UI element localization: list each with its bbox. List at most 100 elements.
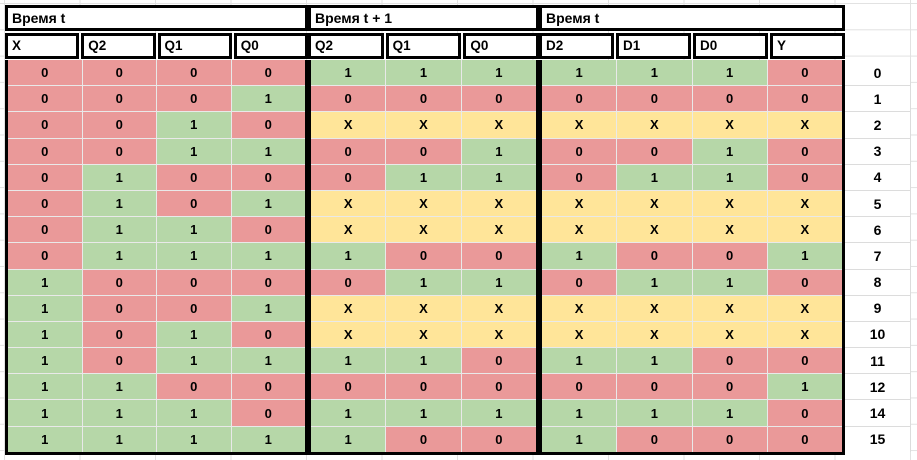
table-cell[interactable]: 0 — [542, 138, 617, 164]
table-cell[interactable]: 1 — [231, 295, 305, 321]
table-cell[interactable]: 0 — [231, 217, 305, 243]
column-header[interactable]: Q2 — [81, 33, 156, 59]
group-title[interactable]: Время t — [5, 5, 308, 31]
table-cell[interactable]: 1 — [311, 348, 386, 374]
column-header[interactable]: Q1 — [157, 33, 232, 59]
table-cell[interactable]: 0 — [157, 269, 231, 295]
row-label[interactable]: 3 — [845, 138, 910, 164]
table-cell[interactable]: X — [311, 321, 386, 348]
table-cell[interactable]: 1 — [157, 112, 231, 138]
row-label[interactable]: 0 — [845, 60, 910, 86]
table-cell[interactable]: 0 — [231, 60, 305, 86]
table-cell[interactable]: 0 — [542, 269, 617, 295]
table-cell[interactable]: 1 — [461, 269, 536, 295]
table-cell[interactable]: X — [767, 190, 842, 217]
table-cell[interactable]: 0 — [767, 348, 842, 374]
table-cell[interactable]: 1 — [82, 190, 156, 217]
table-cell[interactable]: 1 — [8, 426, 82, 452]
table-cell[interactable]: 1 — [692, 269, 767, 295]
table-cell[interactable]: X — [386, 217, 461, 243]
table-cell[interactable]: 1 — [386, 269, 461, 295]
table-cell[interactable]: 1 — [82, 374, 156, 400]
table-cell[interactable]: 0 — [231, 269, 305, 295]
table-cell[interactable]: X — [767, 112, 842, 138]
table-cell[interactable]: 0 — [157, 60, 231, 86]
table-cell[interactable]: X — [617, 217, 692, 243]
table-cell[interactable]: 1 — [157, 243, 231, 269]
table-cell[interactable]: X — [617, 190, 692, 217]
table-cell[interactable]: 0 — [231, 400, 305, 426]
row-label[interactable]: 15 — [845, 426, 910, 452]
table-cell[interactable]: X — [461, 217, 536, 243]
column-header[interactable]: Y — [770, 33, 845, 59]
table-cell[interactable]: 1 — [617, 269, 692, 295]
table-cell[interactable]: 1 — [82, 164, 156, 190]
table-cell[interactable]: X — [767, 321, 842, 348]
row-label[interactable]: 9 — [845, 295, 910, 321]
table-cell[interactable]: 1 — [692, 164, 767, 190]
table-cell[interactable]: 1 — [311, 400, 386, 426]
table-cell[interactable]: 1 — [692, 60, 767, 86]
table-cell[interactable]: 1 — [8, 321, 82, 348]
table-cell[interactable]: 1 — [8, 269, 82, 295]
table-cell[interactable]: 1 — [82, 400, 156, 426]
table-cell[interactable]: 1 — [542, 348, 617, 374]
table-cell[interactable]: 1 — [461, 164, 536, 190]
table-cell[interactable]: 0 — [542, 374, 617, 400]
table-cell[interactable]: 1 — [231, 243, 305, 269]
row-label[interactable]: 12 — [845, 374, 910, 400]
table-cell[interactable]: 0 — [311, 374, 386, 400]
table-cell[interactable]: X — [692, 112, 767, 138]
table-cell[interactable]: X — [386, 321, 461, 348]
table-cell[interactable]: X — [542, 321, 617, 348]
table-cell[interactable]: 0 — [692, 426, 767, 452]
table-cell[interactable]: 1 — [157, 426, 231, 452]
table-cell[interactable]: X — [311, 190, 386, 217]
table-cell[interactable]: X — [461, 295, 536, 321]
table-cell[interactable]: X — [386, 112, 461, 138]
table-cell[interactable]: 0 — [8, 243, 82, 269]
table-cell[interactable]: 1 — [542, 243, 617, 269]
table-cell[interactable]: X — [617, 321, 692, 348]
column-header[interactable]: D1 — [616, 33, 691, 59]
column-header[interactable]: Q0 — [233, 33, 308, 59]
table-cell[interactable]: 1 — [82, 243, 156, 269]
table-cell[interactable]: 0 — [461, 86, 536, 112]
table-cell[interactable]: 0 — [767, 269, 842, 295]
group-title[interactable]: Время t + 1 — [308, 5, 539, 31]
column-header[interactable]: Q2 — [308, 33, 384, 59]
row-label[interactable]: 8 — [845, 269, 910, 295]
table-cell[interactable]: 1 — [461, 138, 536, 164]
table-cell[interactable]: 1 — [617, 400, 692, 426]
table-cell[interactable]: X — [461, 190, 536, 217]
table-cell[interactable]: 0 — [692, 86, 767, 112]
column-header[interactable]: D2 — [539, 33, 614, 59]
table-cell[interactable]: 1 — [157, 217, 231, 243]
table-cell[interactable]: 0 — [692, 348, 767, 374]
row-label[interactable]: 11 — [845, 348, 910, 374]
table-cell[interactable]: 1 — [157, 400, 231, 426]
table-cell[interactable]: 0 — [617, 138, 692, 164]
table-cell[interactable]: 0 — [386, 138, 461, 164]
table-cell[interactable]: X — [617, 112, 692, 138]
table-cell[interactable]: X — [311, 217, 386, 243]
table-cell[interactable]: 0 — [82, 60, 156, 86]
table-cell[interactable]: 0 — [8, 138, 82, 164]
table-cell[interactable]: 1 — [542, 60, 617, 86]
table-cell[interactable]: 1 — [231, 348, 305, 374]
table-cell[interactable]: 0 — [82, 321, 156, 348]
table-cell[interactable]: X — [617, 295, 692, 321]
column-header[interactable]: D0 — [693, 33, 768, 59]
table-cell[interactable]: X — [461, 112, 536, 138]
row-label[interactable]: 1 — [845, 86, 910, 112]
table-cell[interactable]: 1 — [461, 400, 536, 426]
table-cell[interactable]: 1 — [311, 243, 386, 269]
table-cell[interactable]: 0 — [8, 190, 82, 217]
table-cell[interactable]: 0 — [617, 243, 692, 269]
table-cell[interactable]: 0 — [82, 86, 156, 112]
table-cell[interactable]: 1 — [386, 348, 461, 374]
row-label[interactable]: 14 — [845, 400, 910, 426]
table-cell[interactable]: 0 — [231, 374, 305, 400]
table-cell[interactable]: 0 — [767, 60, 842, 86]
row-label[interactable]: 4 — [845, 164, 910, 190]
